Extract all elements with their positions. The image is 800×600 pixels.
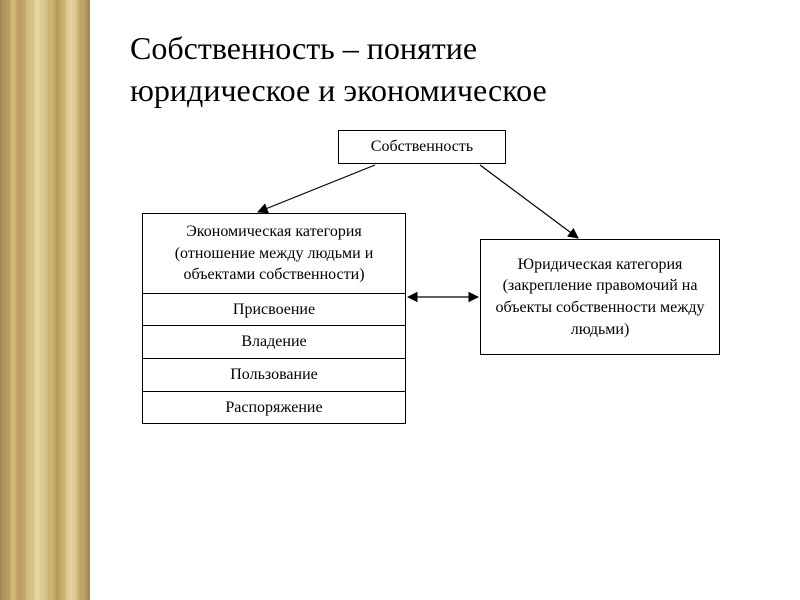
node-legal-label: Юридическая категория (закрепление право…: [493, 254, 707, 340]
node-root: Собственность: [338, 130, 506, 164]
property-diagram: Собственность Экономическая категория (о…: [0, 0, 800, 600]
node-economic-row: Владение: [142, 326, 406, 359]
node-economic: Экономическая категория (отношение между…: [142, 213, 406, 424]
node-root-label: Собственность: [371, 136, 473, 158]
node-legal: Юридическая категория (закрепление право…: [480, 239, 720, 355]
node-economic-row: Пользование: [142, 359, 406, 392]
node-economic-row: Распоряжение: [142, 392, 406, 425]
node-economic-header: Экономическая категория (отношение между…: [142, 213, 406, 294]
node-economic-row: Присвоение: [142, 294, 406, 327]
